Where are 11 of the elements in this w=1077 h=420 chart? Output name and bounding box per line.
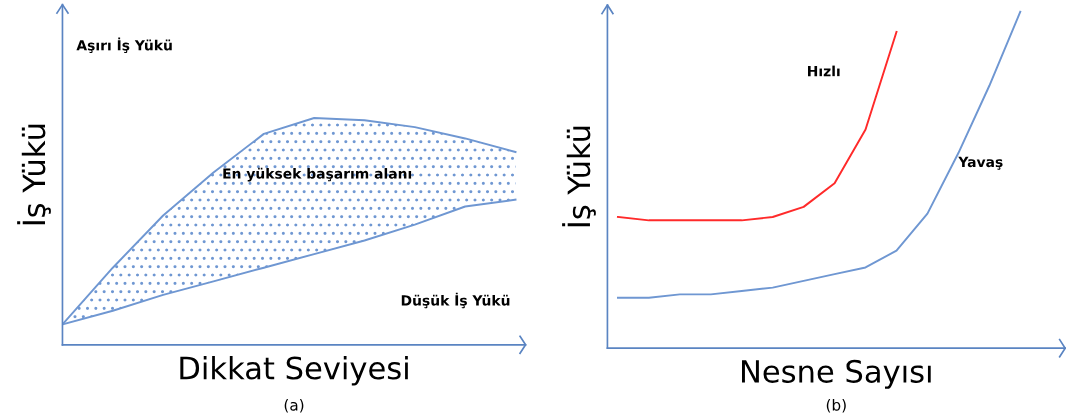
series-label: Yavaş xyxy=(958,156,1003,170)
text: Hızlı xyxy=(808,65,840,77)
text: (b) xyxy=(826,398,846,413)
annotation: En yüksek başarım alanı xyxy=(223,167,412,182)
x-axis-title: Nesne Sayısı xyxy=(742,359,931,389)
text: Aşırı İş Yükü xyxy=(76,37,172,54)
y-axis-title: İş Yükü xyxy=(562,126,596,227)
text: (a) xyxy=(284,398,304,413)
annotation: Düşük İş Yükü xyxy=(401,292,510,309)
x-axis-title: Dikkat Seviyesi xyxy=(180,355,408,386)
y-axis-title: İş Yükü xyxy=(17,124,51,225)
